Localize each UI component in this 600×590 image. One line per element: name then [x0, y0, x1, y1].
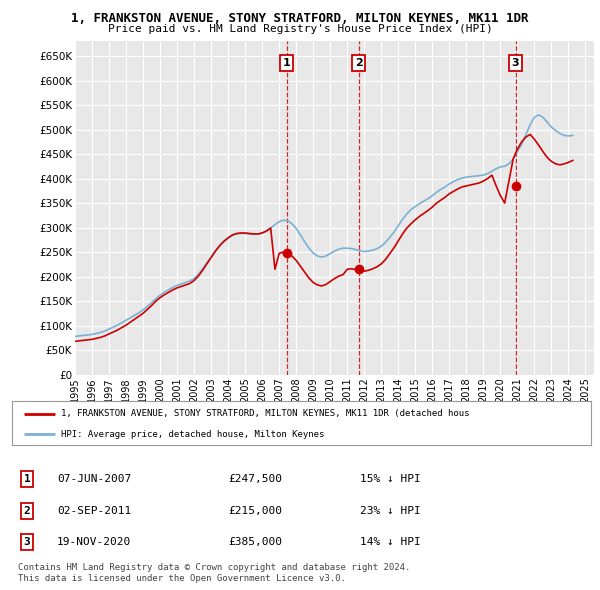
Text: £247,500: £247,500 [228, 474, 282, 484]
Text: 1: 1 [23, 474, 31, 484]
Text: £215,000: £215,000 [228, 506, 282, 516]
Text: 19-NOV-2020: 19-NOV-2020 [57, 537, 131, 547]
Text: 3: 3 [23, 537, 31, 547]
Text: 07-JUN-2007: 07-JUN-2007 [57, 474, 131, 484]
Text: 15% ↓ HPI: 15% ↓ HPI [360, 474, 421, 484]
Text: This data is licensed under the Open Government Licence v3.0.: This data is licensed under the Open Gov… [18, 574, 346, 583]
Text: 2: 2 [23, 506, 31, 516]
Text: Contains HM Land Registry data © Crown copyright and database right 2024.: Contains HM Land Registry data © Crown c… [18, 563, 410, 572]
Text: £385,000: £385,000 [228, 537, 282, 547]
Text: HPI: Average price, detached house, Milton Keynes: HPI: Average price, detached house, Milt… [61, 430, 325, 439]
Text: 14% ↓ HPI: 14% ↓ HPI [360, 537, 421, 547]
Text: 3: 3 [512, 58, 520, 68]
Text: 02-SEP-2011: 02-SEP-2011 [57, 506, 131, 516]
Text: 23% ↓ HPI: 23% ↓ HPI [360, 506, 421, 516]
Text: 1, FRANKSTON AVENUE, STONY STRATFORD, MILTON KEYNES, MK11 1DR (detached hous: 1, FRANKSTON AVENUE, STONY STRATFORD, MI… [61, 409, 470, 418]
Text: 1, FRANKSTON AVENUE, STONY STRATFORD, MILTON KEYNES, MK11 1DR: 1, FRANKSTON AVENUE, STONY STRATFORD, MI… [71, 12, 529, 25]
Text: 2: 2 [355, 58, 362, 68]
Text: Price paid vs. HM Land Registry's House Price Index (HPI): Price paid vs. HM Land Registry's House … [107, 24, 493, 34]
Text: 1: 1 [283, 58, 290, 68]
